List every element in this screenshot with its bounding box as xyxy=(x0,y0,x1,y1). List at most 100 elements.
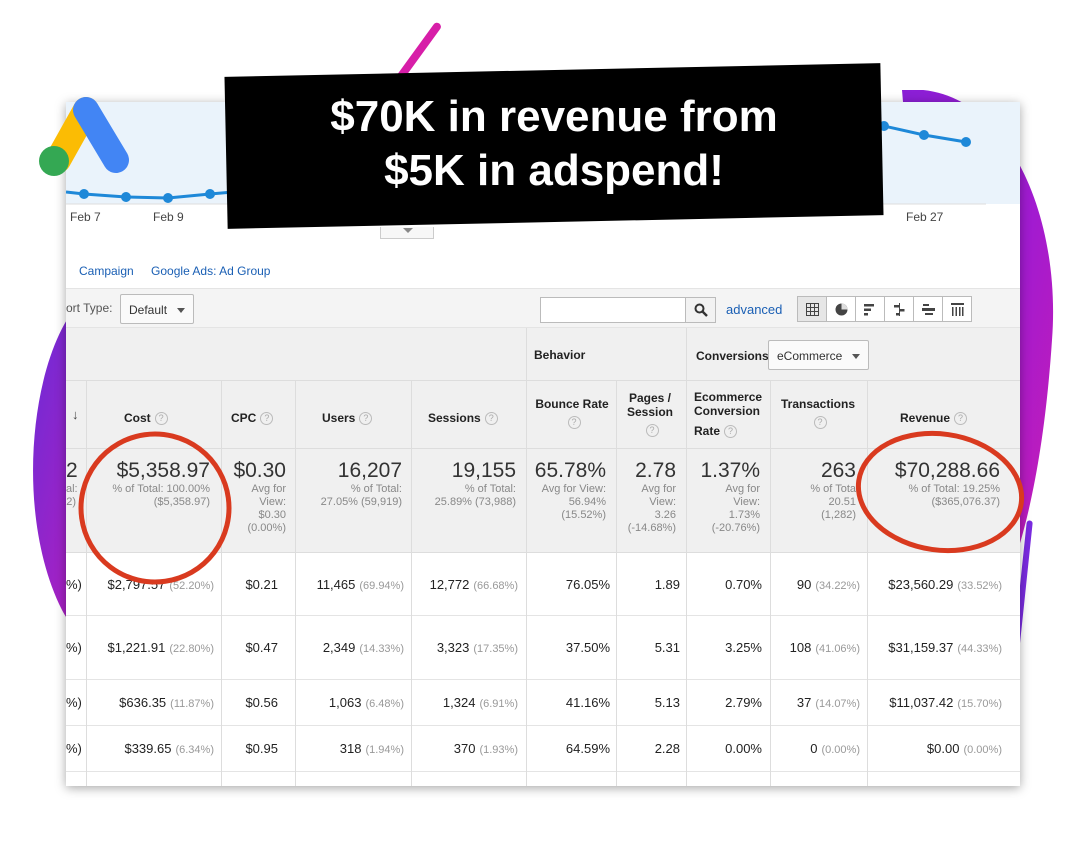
total-cost: $5,358.97 % of Total: 100.00% ($5,358.97… xyxy=(90,459,210,509)
col-cpc[interactable]: CPC? xyxy=(231,411,274,426)
total-sessions: 19,155 % of Total: 25.89% (73,988) xyxy=(412,459,516,509)
performance-view-button[interactable] xyxy=(855,296,885,322)
total-bounce-rate: 65.78% Avg for View: 56.94% (15.52%) xyxy=(528,459,606,522)
row-bounce-rate: 64.59% xyxy=(565,741,610,756)
total-users: 16,207 % of Total: 27.05% (59,919) xyxy=(298,459,402,509)
total-ecom-value: 1.37% xyxy=(700,459,760,482)
row-cost: $1,221.91 (22.80%) xyxy=(108,640,214,655)
row-transactions: 90 (34.22%) xyxy=(797,577,860,592)
users-pct: (1.94%) xyxy=(365,744,404,756)
total-pages-sub: (-14.68%) xyxy=(627,522,676,534)
row-ecommerce-rate: 0.70% xyxy=(725,577,762,592)
total-transactions: 263 % of Tota 20.51 (1,282) xyxy=(778,459,856,522)
table-row[interactable]: %) $1,221.91 (22.80%) $0.47 2,349 (14.33%)… xyxy=(66,616,1020,680)
grid-line xyxy=(616,381,617,786)
col-sessions[interactable]: Sessions? xyxy=(428,411,498,426)
grid-line xyxy=(867,381,868,786)
sort-type-select[interactable]: Default xyxy=(120,294,194,324)
grid-line xyxy=(770,381,771,786)
term-cloud-icon xyxy=(922,304,935,315)
help-icon[interactable]: ? xyxy=(645,424,659,438)
col-cpc-label: CPC xyxy=(231,411,257,425)
pie-view-button[interactable] xyxy=(826,296,856,322)
row-lead: %) xyxy=(66,640,82,655)
row-cpc: $0.95 xyxy=(245,741,278,756)
table-row[interactable]: %) $339.65 (6.34%) $0.95 318 (1.94%) 370 (1… xyxy=(66,726,1020,772)
help-icon[interactable]: ? xyxy=(359,412,373,426)
grid-line xyxy=(295,381,296,786)
comparison-view-button[interactable] xyxy=(884,296,914,322)
table-column-header: ↓ Cost? CPC? Users? Sessions? Bounce Rat… xyxy=(66,381,1020,449)
chart-collapse-toggle[interactable] xyxy=(380,227,434,239)
sort-arrow-icon[interactable]: ↓ xyxy=(72,407,79,422)
advanced-filter-link[interactable]: advanced xyxy=(726,302,783,317)
total-users-sub: 27.05% (59,919) xyxy=(320,496,402,508)
help-icon[interactable]: ? xyxy=(154,412,168,426)
cost-pct: (11.87%) xyxy=(170,698,214,710)
help-icon[interactable]: ? xyxy=(260,412,274,426)
grid-line xyxy=(526,328,527,786)
help-icon[interactable]: ? xyxy=(484,412,498,426)
transactions-pct: (0.00%) xyxy=(821,744,860,756)
total-ecom-sub: 1.73% xyxy=(728,509,760,521)
date-label-feb27: Feb 27 xyxy=(906,210,944,224)
term-cloud-button[interactable] xyxy=(913,296,943,322)
total-pages-sub: Avg for xyxy=(641,483,676,495)
behavior-group-label: Behavior xyxy=(534,348,586,362)
sessions-pct: (6.91%) xyxy=(479,698,518,710)
row-ecommerce-rate: 3.25% xyxy=(725,640,762,655)
col-users[interactable]: Users? xyxy=(322,411,373,426)
col-bounce-rate[interactable]: Bounce Rate ? xyxy=(528,397,616,430)
sessions-pct: (66.68%) xyxy=(473,580,518,592)
campaign-link[interactable]: Campaign xyxy=(79,264,134,278)
transactions-pct: (14.07%) xyxy=(815,698,860,710)
total-pages-value: 2.78 xyxy=(635,459,676,482)
transactions-value: 37 xyxy=(796,695,812,710)
total-cost-value: $5,358.97 xyxy=(116,459,210,482)
col-transactions[interactable]: Transactions ? xyxy=(776,397,860,430)
table-row[interactable]: %) $2,797.57 (52.20%) $0.21 11,465 (69.94%… xyxy=(66,553,1020,616)
total-bounce-sub: Avg for View: xyxy=(541,483,606,495)
users-value: 11,465 xyxy=(316,577,356,592)
col-pages-session[interactable]: Pages / Session ? xyxy=(620,391,680,438)
grid-view-button[interactable] xyxy=(797,296,827,322)
caret-down-icon xyxy=(852,354,860,359)
row-cpc: $0.47 xyxy=(245,640,278,655)
col-revenue[interactable]: Revenue? xyxy=(900,411,968,426)
ad-group-link[interactable]: Google Ads: Ad Group xyxy=(151,264,271,278)
revenue-value: $0.00 xyxy=(926,741,960,756)
table-row[interactable]: %) $636.35 (11.87%) $0.56 1,063 (6.48%) 1,… xyxy=(66,680,1020,726)
col-cost[interactable]: Cost? xyxy=(124,411,168,426)
search-button[interactable] xyxy=(686,297,716,323)
help-icon[interactable]: ? xyxy=(724,425,738,439)
google-ads-logo-icon xyxy=(39,97,129,176)
sessions-pct: (17.35%) xyxy=(473,643,518,655)
help-icon[interactable]: ? xyxy=(954,412,968,426)
sort-type-value: Default xyxy=(129,303,168,317)
total-users-sub: % of Total: xyxy=(350,483,402,495)
help-icon[interactable]: ? xyxy=(567,416,581,430)
total-pages-session: 2.78 Avg for View: 3.26 (-14.68%) xyxy=(618,459,676,535)
transactions-value: 108 xyxy=(789,640,812,655)
row-revenue: $11,037.42 (15.70%) xyxy=(889,695,1002,710)
col-transactions-label: Transactions xyxy=(780,397,856,411)
total-ecom-sub: View: xyxy=(733,496,760,508)
cost-value: $1,221.91 xyxy=(107,640,166,655)
total-revenue-sub: ($365,076.37) xyxy=(931,496,1001,508)
row-cost: $2,797.57 (52.20%) xyxy=(108,577,214,592)
total-revenue-sub: % of Total: 19.25% xyxy=(908,483,1000,495)
total-first-value: 2 xyxy=(66,459,78,482)
help-icon[interactable]: ? xyxy=(813,416,827,430)
table-search-input[interactable] xyxy=(540,297,686,323)
row-cpc: $0.21 xyxy=(245,577,278,592)
transactions-value: 0 xyxy=(810,741,818,756)
col-ecommerce-rate[interactable]: Ecommerce Conversion Rate? xyxy=(694,390,762,439)
performance-view-icon xyxy=(864,304,874,316)
total-bounce-value: 65.78% xyxy=(534,459,606,482)
totals-row: 2 al: 2) $5,358.97 % of Total: 100.00% (… xyxy=(66,449,1020,553)
row-sessions: 370 (1.93%) xyxy=(454,741,518,756)
row-revenue: $31,159.37 (44.33%) xyxy=(888,640,1002,655)
pivot-view-button[interactable] xyxy=(942,296,972,322)
cost-pct: (6.34%) xyxy=(175,744,214,756)
conversions-select[interactable]: eCommerce xyxy=(768,340,869,370)
